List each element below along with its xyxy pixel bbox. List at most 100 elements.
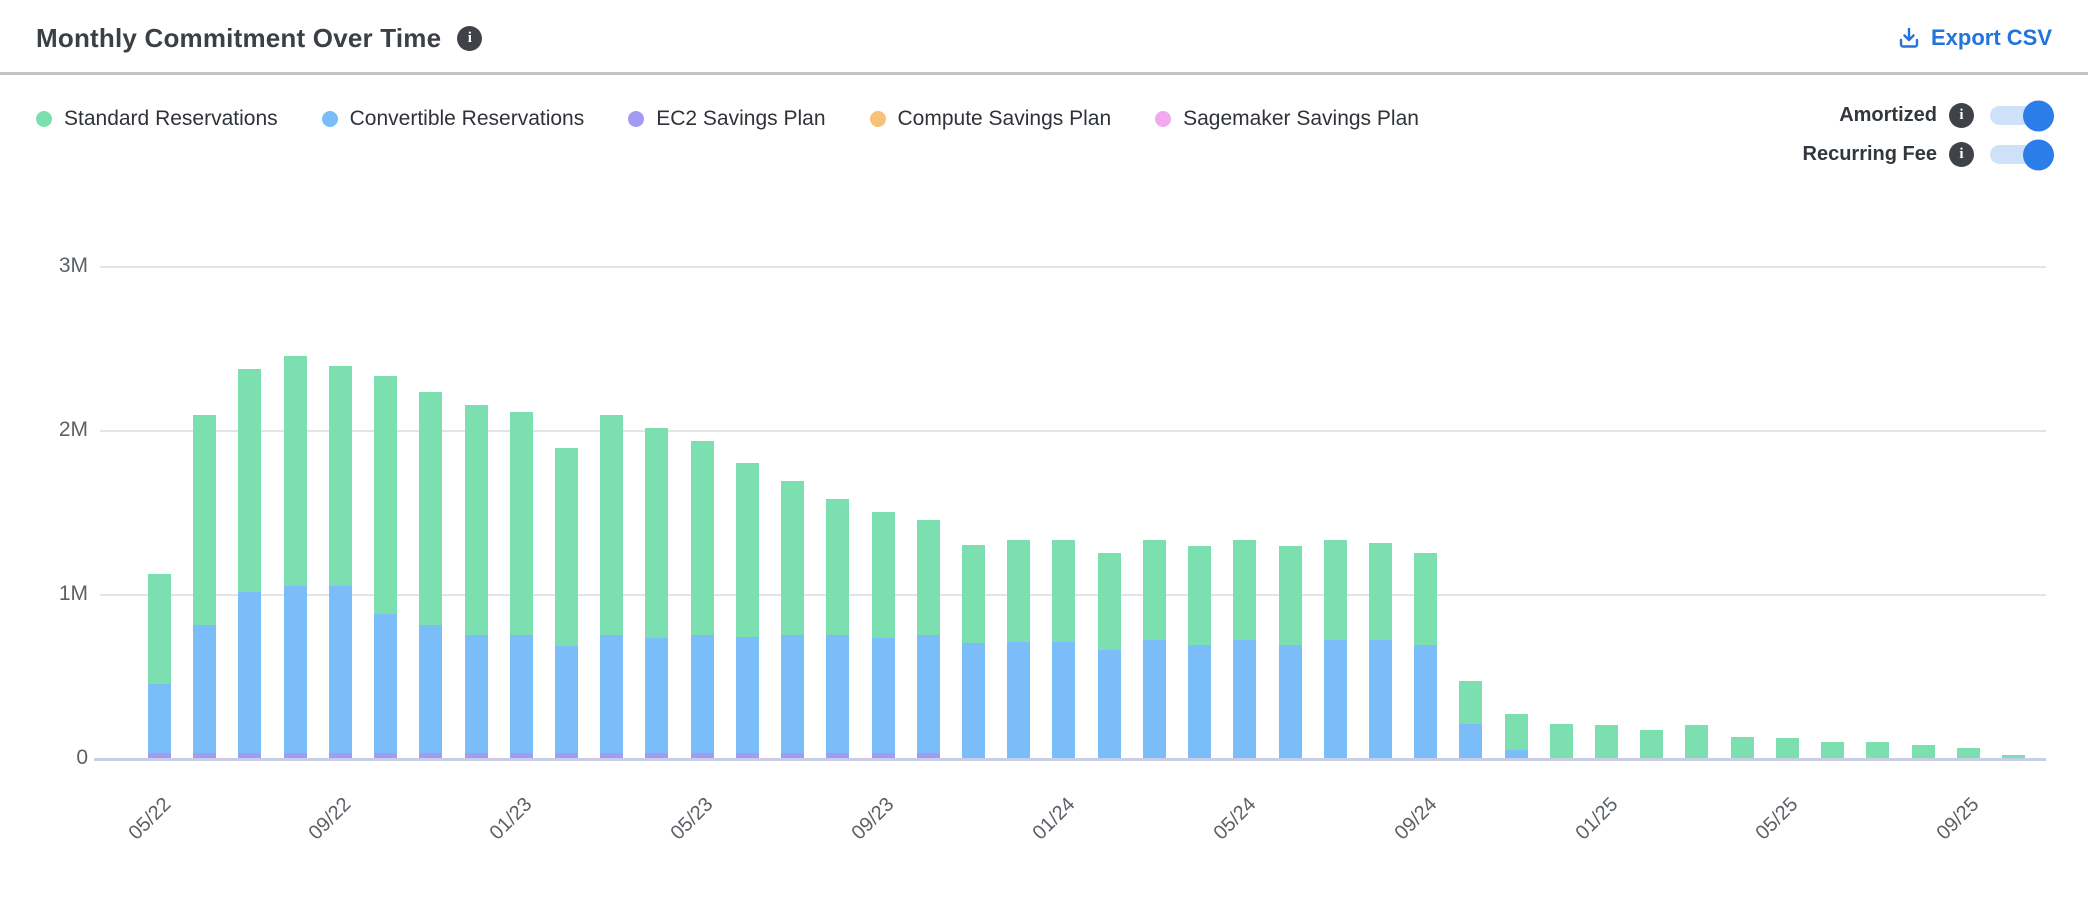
amortized-toggle[interactable] [1990, 100, 2054, 131]
bar-segment[interactable] [1097, 649, 1121, 758]
bar-segment[interactable] [1730, 736, 1754, 758]
bar-segment[interactable] [916, 753, 940, 758]
bar-segment[interactable] [283, 585, 307, 754]
bar-segment[interactable] [1233, 539, 1257, 640]
bar-segment[interactable] [1504, 713, 1528, 750]
bar-segment[interactable] [509, 753, 533, 758]
bar-segment[interactable] [1549, 723, 1573, 758]
bar-segment[interactable] [1323, 639, 1347, 758]
bar-segment[interactable] [2002, 754, 2026, 758]
bar-segment[interactable] [690, 441, 714, 635]
bar-segment[interactable] [1504, 749, 1528, 758]
bar-segment[interactable] [781, 480, 805, 635]
legend-item-standard-reservations[interactable]: Standard Reservations [36, 101, 278, 137]
bar-segment[interactable] [1233, 639, 1257, 758]
bar-segment[interactable] [826, 753, 850, 758]
bar-segment[interactable] [1007, 539, 1031, 642]
bar-segment[interactable] [871, 753, 895, 758]
bar-segment[interactable] [1459, 723, 1483, 758]
bar-segment[interactable] [961, 643, 985, 758]
bar-segment[interactable] [283, 753, 307, 758]
bar-segment[interactable] [509, 411, 533, 635]
bar-segment[interactable] [645, 753, 669, 758]
bar-segment[interactable] [961, 544, 985, 644]
bar-segment[interactable] [238, 369, 262, 593]
bar-segment[interactable] [1911, 744, 1935, 758]
bar-segment[interactable] [735, 462, 759, 637]
bar-segment[interactable] [871, 512, 895, 639]
bar-segment[interactable] [1866, 741, 1890, 758]
bar-segment[interactable] [464, 753, 488, 758]
bar-segment[interactable] [1459, 680, 1483, 724]
bar-segment[interactable] [193, 415, 217, 626]
bar-segment[interactable] [554, 448, 578, 647]
bar-segment[interactable] [509, 635, 533, 754]
bar-segment[interactable] [645, 428, 669, 639]
bar-segment[interactable] [464, 635, 488, 754]
bar-segment[interactable] [1052, 539, 1076, 642]
export-csv-button[interactable]: Export CSV [1897, 25, 2052, 51]
bar-segment[interactable] [1685, 725, 1709, 758]
bar-segment[interactable] [1188, 644, 1212, 758]
bar-segment[interactable] [690, 753, 714, 758]
bar-segment[interactable] [735, 753, 759, 758]
recurring-fee-info-icon[interactable]: i [1949, 142, 1974, 167]
bar-segment[interactable] [916, 635, 940, 754]
bar-segment[interactable] [1414, 644, 1438, 758]
bar-segment[interactable] [374, 375, 398, 614]
bar-segment[interactable] [1414, 553, 1438, 645]
legend-item-sagemaker-savings-plan[interactable]: Sagemaker Savings Plan [1155, 101, 1419, 137]
bar-segment[interactable] [374, 613, 398, 754]
bar-segment[interactable] [1821, 741, 1845, 758]
bar-segment[interactable] [826, 635, 850, 754]
bar-segment[interactable] [600, 753, 624, 758]
bar-segment[interactable] [374, 753, 398, 758]
bar-segment[interactable] [916, 520, 940, 635]
bar-segment[interactable] [1368, 639, 1392, 758]
bar-segment[interactable] [1007, 641, 1031, 758]
bar-segment[interactable] [193, 625, 217, 754]
bar-segment[interactable] [554, 753, 578, 758]
bar-segment[interactable] [826, 498, 850, 635]
bar-segment[interactable] [1775, 738, 1799, 758]
bar-segment[interactable] [193, 753, 217, 758]
bar-segment[interactable] [1278, 546, 1302, 645]
bar-segment[interactable] [328, 585, 352, 754]
bar-segment[interactable] [600, 635, 624, 754]
bar-segment[interactable] [464, 405, 488, 635]
legend-item-convertible-reservations[interactable]: Convertible Reservations [321, 101, 584, 137]
bar-segment[interactable] [735, 636, 759, 754]
bar-segment[interactable] [419, 753, 443, 758]
bar-segment[interactable] [871, 638, 895, 754]
legend-item-ec2-savings-plan[interactable]: EC2 Savings Plan [628, 101, 826, 137]
bar-segment[interactable] [1323, 539, 1347, 640]
bar-segment[interactable] [690, 635, 714, 754]
legend-item-compute-savings-plan[interactable]: Compute Savings Plan [869, 101, 1111, 137]
bar-segment[interactable] [781, 635, 805, 754]
bar-segment[interactable] [1640, 730, 1664, 758]
amortized-info-icon[interactable]: i [1949, 103, 1974, 128]
bar-segment[interactable] [419, 625, 443, 754]
bar-segment[interactable] [1142, 539, 1166, 640]
bar-segment[interactable] [554, 646, 578, 754]
bar-segment[interactable] [148, 684, 171, 754]
bar-segment[interactable] [645, 638, 669, 754]
title-info-icon[interactable]: i [457, 25, 483, 51]
bar-segment[interactable] [1278, 644, 1302, 758]
bar-segment[interactable] [1142, 639, 1166, 758]
bar-segment[interactable] [148, 574, 171, 685]
bar-segment[interactable] [1368, 543, 1392, 640]
bar-segment[interactable] [238, 592, 262, 754]
bar-segment[interactable] [283, 356, 307, 586]
bar-segment[interactable] [781, 753, 805, 758]
bar-segment[interactable] [1052, 641, 1076, 758]
bar-segment[interactable] [238, 753, 262, 758]
bar-segment[interactable] [1595, 725, 1619, 758]
bar-segment[interactable] [1956, 748, 1980, 758]
bar-segment[interactable] [600, 415, 624, 635]
bar-segment[interactable] [328, 366, 352, 586]
bar-segment[interactable] [148, 753, 171, 758]
bar-segment[interactable] [419, 392, 443, 626]
recurring-fee-toggle[interactable] [1990, 139, 2054, 170]
bar-segment[interactable] [1097, 553, 1121, 650]
